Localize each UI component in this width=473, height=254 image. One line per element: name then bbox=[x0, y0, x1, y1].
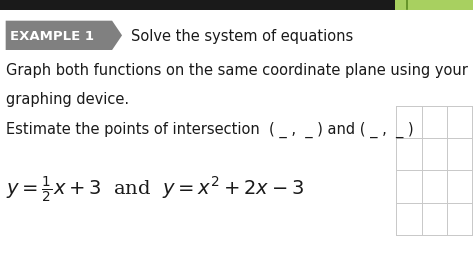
Bar bbox=[0, 0, 473, 11]
Bar bbox=[395, 0, 473, 11]
Text: Solve the system of equations: Solve the system of equations bbox=[131, 29, 354, 43]
Text: $y = \frac{1}{2}x + 3$  and  $y = x^2 + 2x - 3$: $y = \frac{1}{2}x + 3$ and $y = x^2 + 2x… bbox=[6, 174, 304, 204]
Text: Graph both functions on the same coordinate plane using your: Graph both functions on the same coordin… bbox=[6, 62, 467, 77]
Text: EXAMPLE 1: EXAMPLE 1 bbox=[10, 30, 95, 42]
Text: Estimate the points of intersection  ( _ ,  _ ) and ( _ ,  _ ): Estimate the points of intersection ( _ … bbox=[6, 121, 413, 138]
Text: graphing device.: graphing device. bbox=[6, 92, 129, 106]
Polygon shape bbox=[6, 22, 122, 51]
